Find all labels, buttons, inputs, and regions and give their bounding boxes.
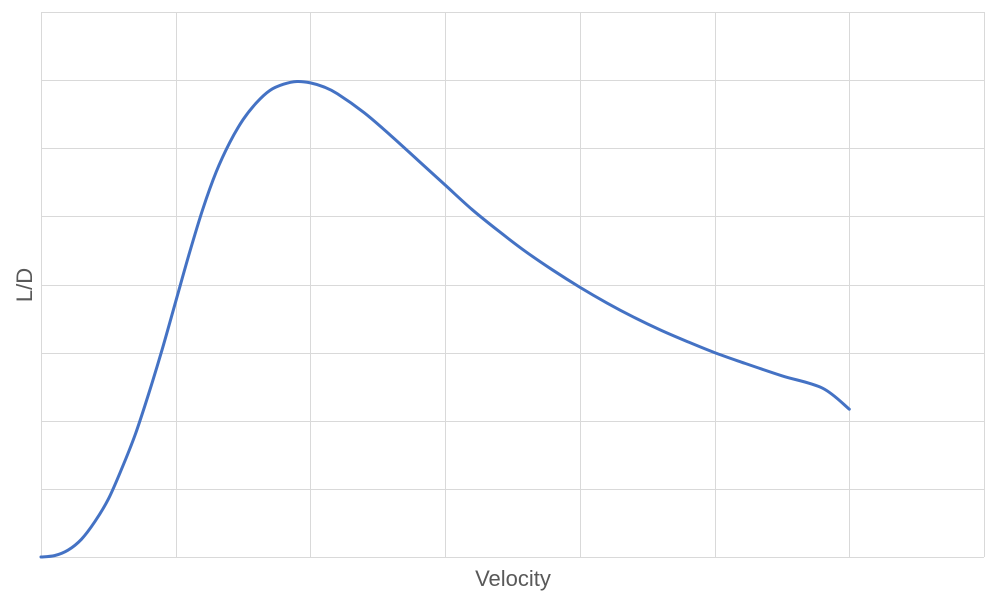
gridlines xyxy=(41,12,985,558)
y-axis-title: L/D xyxy=(12,268,37,302)
series-line-0 xyxy=(39,79,851,559)
series-layer xyxy=(39,79,851,559)
x-axis-title: Velocity xyxy=(475,566,551,591)
